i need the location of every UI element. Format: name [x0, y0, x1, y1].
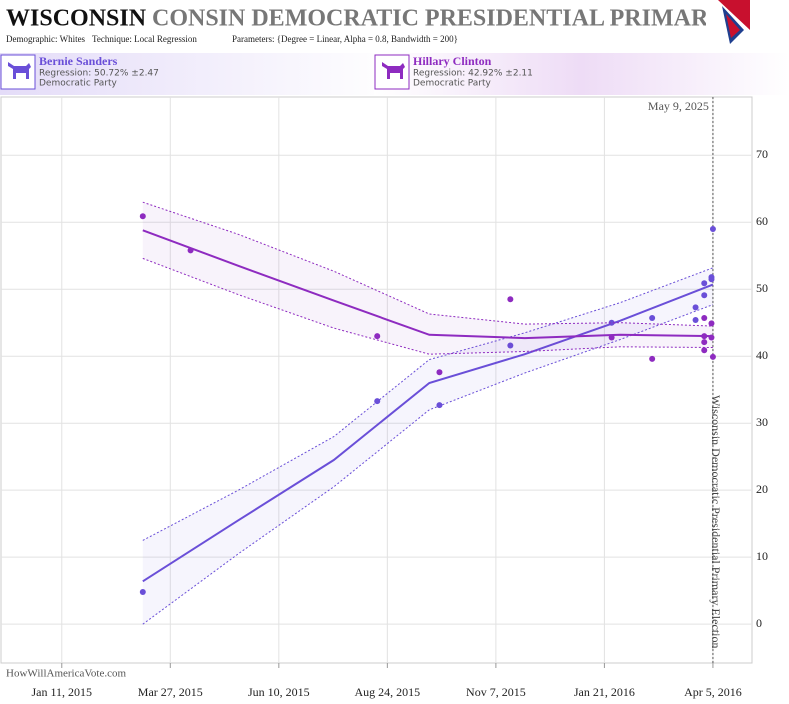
regression-line [142, 283, 714, 583]
plot-area [0, 96, 753, 664]
logo [706, 0, 789, 50]
legend-party: Democratic Party [413, 79, 492, 89]
election-label: Wisconsin Democratic Presidential Primar… [709, 395, 723, 648]
legend-regression: Regression: 50.72% ±2.47 [39, 69, 159, 79]
y-tick-label: 30 [756, 415, 768, 429]
y-tick-label: 40 [756, 348, 768, 362]
lower-bound [142, 304, 714, 625]
legend-icon [0, 54, 36, 90]
legend-background [0, 53, 394, 95]
data-point [708, 276, 715, 283]
source: HowWillAmericaVote.com [6, 668, 126, 680]
data-point [608, 334, 615, 341]
info-text: Technique: Local Regression [92, 34, 197, 44]
data-point [708, 320, 715, 327]
data-point [708, 334, 715, 341]
confidence-band [142, 202, 713, 355]
data-point [701, 333, 708, 340]
data-point [701, 339, 708, 346]
y-tick-label: 70 [756, 147, 768, 161]
legend-icon-donkey [382, 62, 405, 79]
date-label: May 9, 2025 [648, 99, 709, 113]
header: WISCONSIN CONSIN DEMOCRATIC PRESIDENTIAL… [6, 0, 789, 50]
legend-regression: Regression: 42.92% ±2.11 [413, 69, 533, 79]
x-tick-label: Jan 11, 2015 [31, 685, 92, 699]
chart-title: WISCONSIN [6, 6, 147, 32]
data-point [139, 588, 146, 595]
chart-subtitle: CONSIN DEMOCRATIC PRESIDENTIAL PRIMARY 2… [152, 6, 766, 32]
data-point [374, 398, 381, 405]
data-point [139, 213, 146, 220]
data-point [507, 342, 514, 349]
x-tick-label: Aug 24, 2015 [355, 685, 421, 699]
y-tick-label: 60 [756, 214, 768, 228]
legend-name: Bernie Sanders [39, 54, 118, 68]
x-tick-label: Jun 10, 2015 [248, 685, 310, 699]
y-tick-label: 50 [756, 281, 768, 295]
upper-bound [142, 201, 713, 327]
info-text: Demographic: Whites [6, 34, 86, 44]
y-tick-label: 20 [756, 482, 768, 496]
x-tick-label: Nov 7, 2015 [466, 685, 526, 699]
legend-background [374, 53, 789, 95]
data-point [709, 225, 716, 232]
info-text: Parameters: {Degree = Linear, Alpha = 0.… [232, 34, 458, 44]
legend-party: Democratic Party [39, 79, 118, 89]
upper-bound [142, 267, 714, 541]
regression-line [142, 229, 713, 340]
data-point [701, 292, 708, 299]
data-point [436, 369, 443, 376]
data-point [608, 319, 615, 326]
data-point [692, 317, 699, 324]
data-point [187, 247, 194, 254]
data-point [701, 280, 708, 287]
data-point [374, 333, 381, 340]
data-point [692, 304, 699, 311]
data-point [701, 347, 708, 354]
data-point [649, 315, 656, 322]
legend-name: Hillary Clinton [413, 54, 492, 68]
lower-bound [142, 257, 713, 355]
data-point [649, 355, 656, 362]
data-point [507, 296, 514, 303]
data-point [436, 402, 443, 409]
y-tick-label: 0 [756, 616, 762, 630]
data-point [709, 353, 716, 360]
data-point [701, 315, 708, 322]
legend-icon-donkey [8, 62, 31, 79]
x-tick-label: Jan 21, 2016 [574, 685, 635, 699]
y-tick-label: 10 [756, 549, 768, 563]
x-tick-label: Mar 27, 2015 [138, 685, 203, 699]
x-tick-label: Apr 5, 2016 [684, 685, 742, 699]
